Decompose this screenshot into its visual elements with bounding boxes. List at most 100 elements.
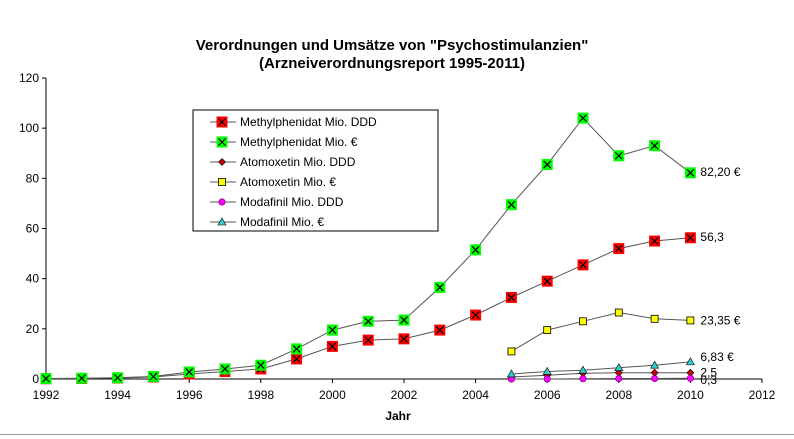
data-point [649, 235, 661, 247]
data-point [40, 372, 52, 384]
data-point [147, 370, 159, 382]
legend-entry: Methylphenidat Mio. DDD [210, 115, 377, 129]
data-point [505, 199, 517, 211]
series-end-label: 82,20 € [700, 165, 740, 179]
series-0 [40, 232, 696, 385]
axes: 0 20 40 60 80 100 120 1992 1994 1996 1998 2000 2002 2… [19, 71, 776, 402]
x-axis-label: Jahr [385, 409, 411, 423]
data-point [505, 291, 517, 303]
series-end-label: 56,3 [700, 230, 724, 244]
legend-label: Methylphenidat Mio. € [240, 135, 358, 149]
legend-entry: Atomoxetin Mio. € [210, 175, 336, 189]
legend-swatch [217, 217, 227, 226]
data-point [614, 308, 623, 317]
x-tick-label: 2008 [605, 388, 632, 402]
x-tick-label: 2012 [749, 388, 776, 402]
data-point [686, 316, 695, 325]
legend-swatch [216, 136, 228, 148]
data-point [291, 353, 303, 365]
legend-swatch [216, 116, 228, 128]
legend-box [192, 109, 439, 232]
x-tick-label: 1994 [104, 388, 131, 402]
data-point [649, 140, 661, 152]
data-point [76, 372, 88, 384]
data-point [183, 366, 195, 378]
series-end-label: 23,35 € [700, 313, 740, 327]
data-point [255, 359, 267, 371]
legend-label: Atomoxetin Mio. € [240, 175, 336, 189]
legend-label: Atomoxetin Mio. DDD [240, 155, 356, 169]
bottom-divider [0, 434, 794, 435]
legend-swatch [218, 178, 226, 186]
legend-swatch [218, 198, 226, 206]
data-point [579, 317, 587, 326]
x-tick-label: 2000 [319, 388, 346, 402]
data-point [326, 324, 338, 336]
data-point [434, 324, 446, 336]
chart-title: Verordnungen und Umsätze von "Psychostim… [196, 37, 589, 54]
x-tick-label: 2004 [462, 388, 489, 402]
legend-label: Modafinil Mio. € [240, 215, 324, 229]
data-point [686, 374, 694, 382]
series-end-label: 0,3 [700, 373, 717, 387]
y-tick-label: 0 [32, 372, 39, 386]
data-point [684, 232, 696, 244]
x-tick-label: 1992 [33, 388, 60, 402]
data-point [362, 315, 374, 327]
legend: Methylphenidat Mio. DDD Methylphenidat Mi… [192, 109, 439, 232]
y-tick-label: 60 [26, 222, 40, 236]
series-end-label: 2,5 [700, 366, 717, 380]
legend-swatch [218, 158, 226, 166]
legend-entry: Modafinil Mio. DDD [210, 195, 344, 209]
x-tick-label: 1998 [247, 388, 274, 402]
data-point [614, 363, 624, 372]
legend-entry: Atomoxetin Mio. DDD [210, 155, 356, 169]
data-point [684, 167, 696, 179]
data-point [434, 281, 446, 293]
data-point [398, 333, 410, 345]
y-tick-label: 80 [26, 171, 40, 185]
data-point [541, 275, 553, 287]
data-point [398, 314, 410, 326]
data-point [577, 259, 589, 271]
data-point [651, 374, 659, 382]
data-point [577, 112, 589, 124]
x-tick-label: 2010 [677, 388, 704, 402]
y-tick-label: 120 [19, 71, 39, 85]
end-labels: 56,3 82,20 € 2,5 23,35 € 0,3 6,83 € [700, 165, 740, 387]
legend-entry: Methylphenidat Mio. € [210, 135, 358, 149]
data-point [615, 374, 623, 382]
legend-entry: Modafinil Mio. € [210, 215, 324, 229]
series-line [511, 361, 691, 375]
data-point [685, 357, 695, 366]
data-point [650, 314, 659, 323]
y-tick-label: 20 [26, 322, 40, 336]
legend-label: Modafinil Mio. DDD [240, 195, 344, 209]
legend-label: Methylphenidat Mio. DDD [240, 115, 377, 129]
series-3 [507, 308, 695, 356]
data-point [470, 309, 482, 321]
data-point [579, 375, 587, 383]
series-1 [40, 112, 696, 384]
chart-subtitle: (Arzneiverordnungsreport 1995-2011) [259, 55, 525, 72]
data-point [650, 360, 660, 369]
data-point [613, 150, 625, 162]
series-line [511, 377, 691, 380]
series-line [45, 237, 691, 380]
data-point [362, 334, 374, 346]
data-point [326, 340, 338, 352]
x-tick-label: 1996 [176, 388, 203, 402]
series-line [511, 372, 691, 378]
data-point [112, 372, 124, 384]
x-tick-label: 2002 [391, 388, 418, 402]
series-end-label: 6,83 € [700, 350, 734, 364]
y-tick-label: 100 [19, 121, 39, 135]
data-point [506, 369, 516, 378]
data-point [470, 244, 482, 256]
data-point [507, 347, 516, 356]
data-point [543, 375, 551, 383]
data-point [613, 243, 625, 255]
data-point [543, 326, 552, 334]
data-point [578, 365, 588, 374]
